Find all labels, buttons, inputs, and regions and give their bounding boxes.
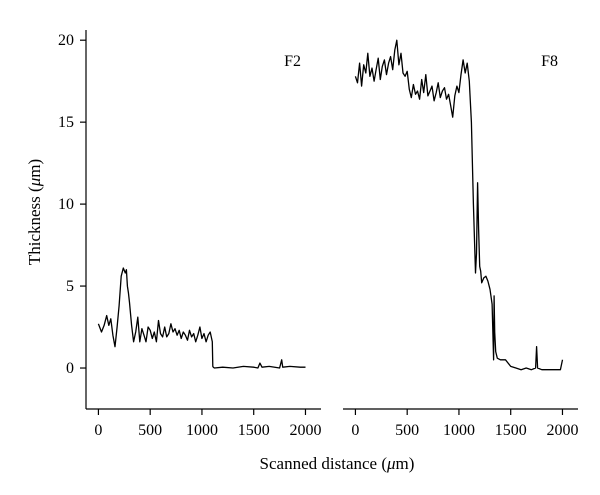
panel-label-f8: F8 [541,53,558,70]
x-tick-label: 1500 [495,422,527,439]
x-tick-label: 500 [138,422,162,439]
x-tick-label: 2000 [546,422,578,439]
y-axis-label: Thickness (μm) [25,159,44,265]
x-tick-label: 500 [395,422,419,439]
x-axis-label: Scanned distance (μm) [260,454,415,473]
series-line-f2 [97,267,306,369]
panel-label-f2: F2 [284,53,301,70]
x-tick-label: 2000 [289,422,321,439]
x-tick-label: 0 [351,422,359,439]
y-tick-label: 10 [58,196,74,213]
y-tick-label: 0 [66,360,74,377]
plot-layer: 0 5 10 15 20 0 500 1000 1500 2000 F2 0 500 1000 1500 20… [58,30,578,439]
y-tick-label: 20 [58,32,74,49]
x-tick-label: 1500 [238,422,270,439]
x-tick-label: 1000 [186,422,218,439]
series-line-f8 [354,39,564,371]
x-tick-label: 1000 [443,422,475,439]
y-tick-label: 15 [58,114,74,131]
y-tick-label: 5 [66,278,74,295]
x-tick-label: 0 [94,422,102,439]
